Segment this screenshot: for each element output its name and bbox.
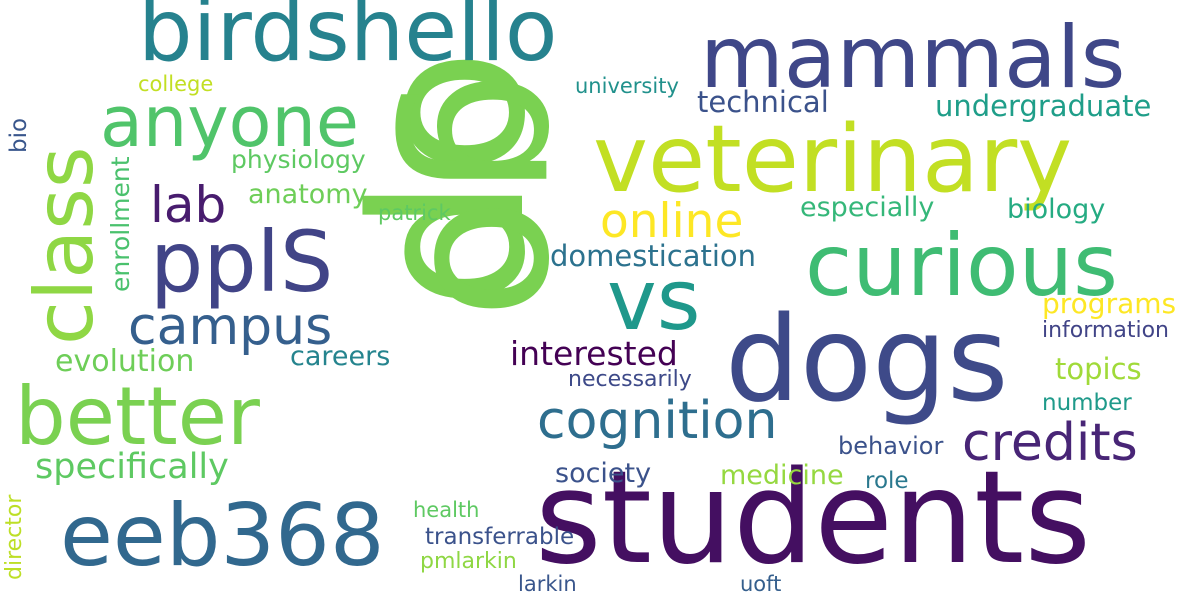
word-director: director xyxy=(2,494,27,580)
word-role: society xyxy=(555,458,652,489)
word-cognition: cognition xyxy=(537,391,778,451)
word-information: role xyxy=(865,468,909,494)
word-veterinary: veterinary xyxy=(593,105,1073,213)
word-lab: lab xyxy=(150,176,227,234)
word-domestication: domestication xyxy=(550,239,757,273)
word-curious: curious xyxy=(805,216,1118,316)
word-undergraduate: undergraduate xyxy=(935,89,1152,123)
word-bio: uoft xyxy=(740,572,782,596)
word-physiology: physiology xyxy=(231,145,366,174)
word-transferrable: college xyxy=(138,72,214,96)
word-eeb368: eeb368 xyxy=(60,486,385,586)
word-credits: credits xyxy=(962,413,1138,473)
word-pmlarkin: university xyxy=(575,74,679,98)
word-larkin: pmlarkin xyxy=(420,549,517,574)
word-health: transferrable xyxy=(425,524,575,550)
word-ppls: pplS xyxy=(150,213,334,311)
word-vs: vs xyxy=(607,251,701,349)
word-uoft: health xyxy=(413,498,480,522)
word-patrick: behavior xyxy=(838,432,944,460)
word-college: necessarily xyxy=(568,367,692,392)
word-enrollment: larkin xyxy=(518,572,577,596)
word-evolution: evolution xyxy=(55,344,195,379)
word-medicine: bio xyxy=(6,117,32,153)
word-topics: topics xyxy=(1055,352,1142,386)
word-dogs: dogs xyxy=(725,290,1009,428)
word-technical: technical xyxy=(697,85,829,119)
word-birdshello: birdshello xyxy=(138,0,558,81)
word-better: better xyxy=(15,370,260,463)
word-careers: careers xyxy=(290,341,391,372)
word-students: students xyxy=(535,444,1091,593)
word-go: go xyxy=(389,70,622,320)
word-biology: biology xyxy=(1007,194,1106,225)
word-anyone: anyone xyxy=(100,81,359,163)
word-society: enrollment xyxy=(106,156,135,292)
word-interested: interested xyxy=(510,334,678,373)
word-anatomy: anatomy xyxy=(248,179,368,210)
word-campus: campus xyxy=(128,297,333,357)
word-class: class xyxy=(18,146,111,345)
word-especially: especially xyxy=(800,192,935,223)
word-behavior: number xyxy=(1042,390,1132,416)
word-specifically: specifically xyxy=(35,447,229,487)
word-university: patrick xyxy=(378,201,451,225)
word-number: medicine xyxy=(720,460,844,491)
word-programs: programs xyxy=(1042,287,1177,320)
word-mammals: mammals xyxy=(700,8,1126,108)
word-online: online xyxy=(600,194,744,249)
word-necessarily: information xyxy=(1042,318,1169,343)
